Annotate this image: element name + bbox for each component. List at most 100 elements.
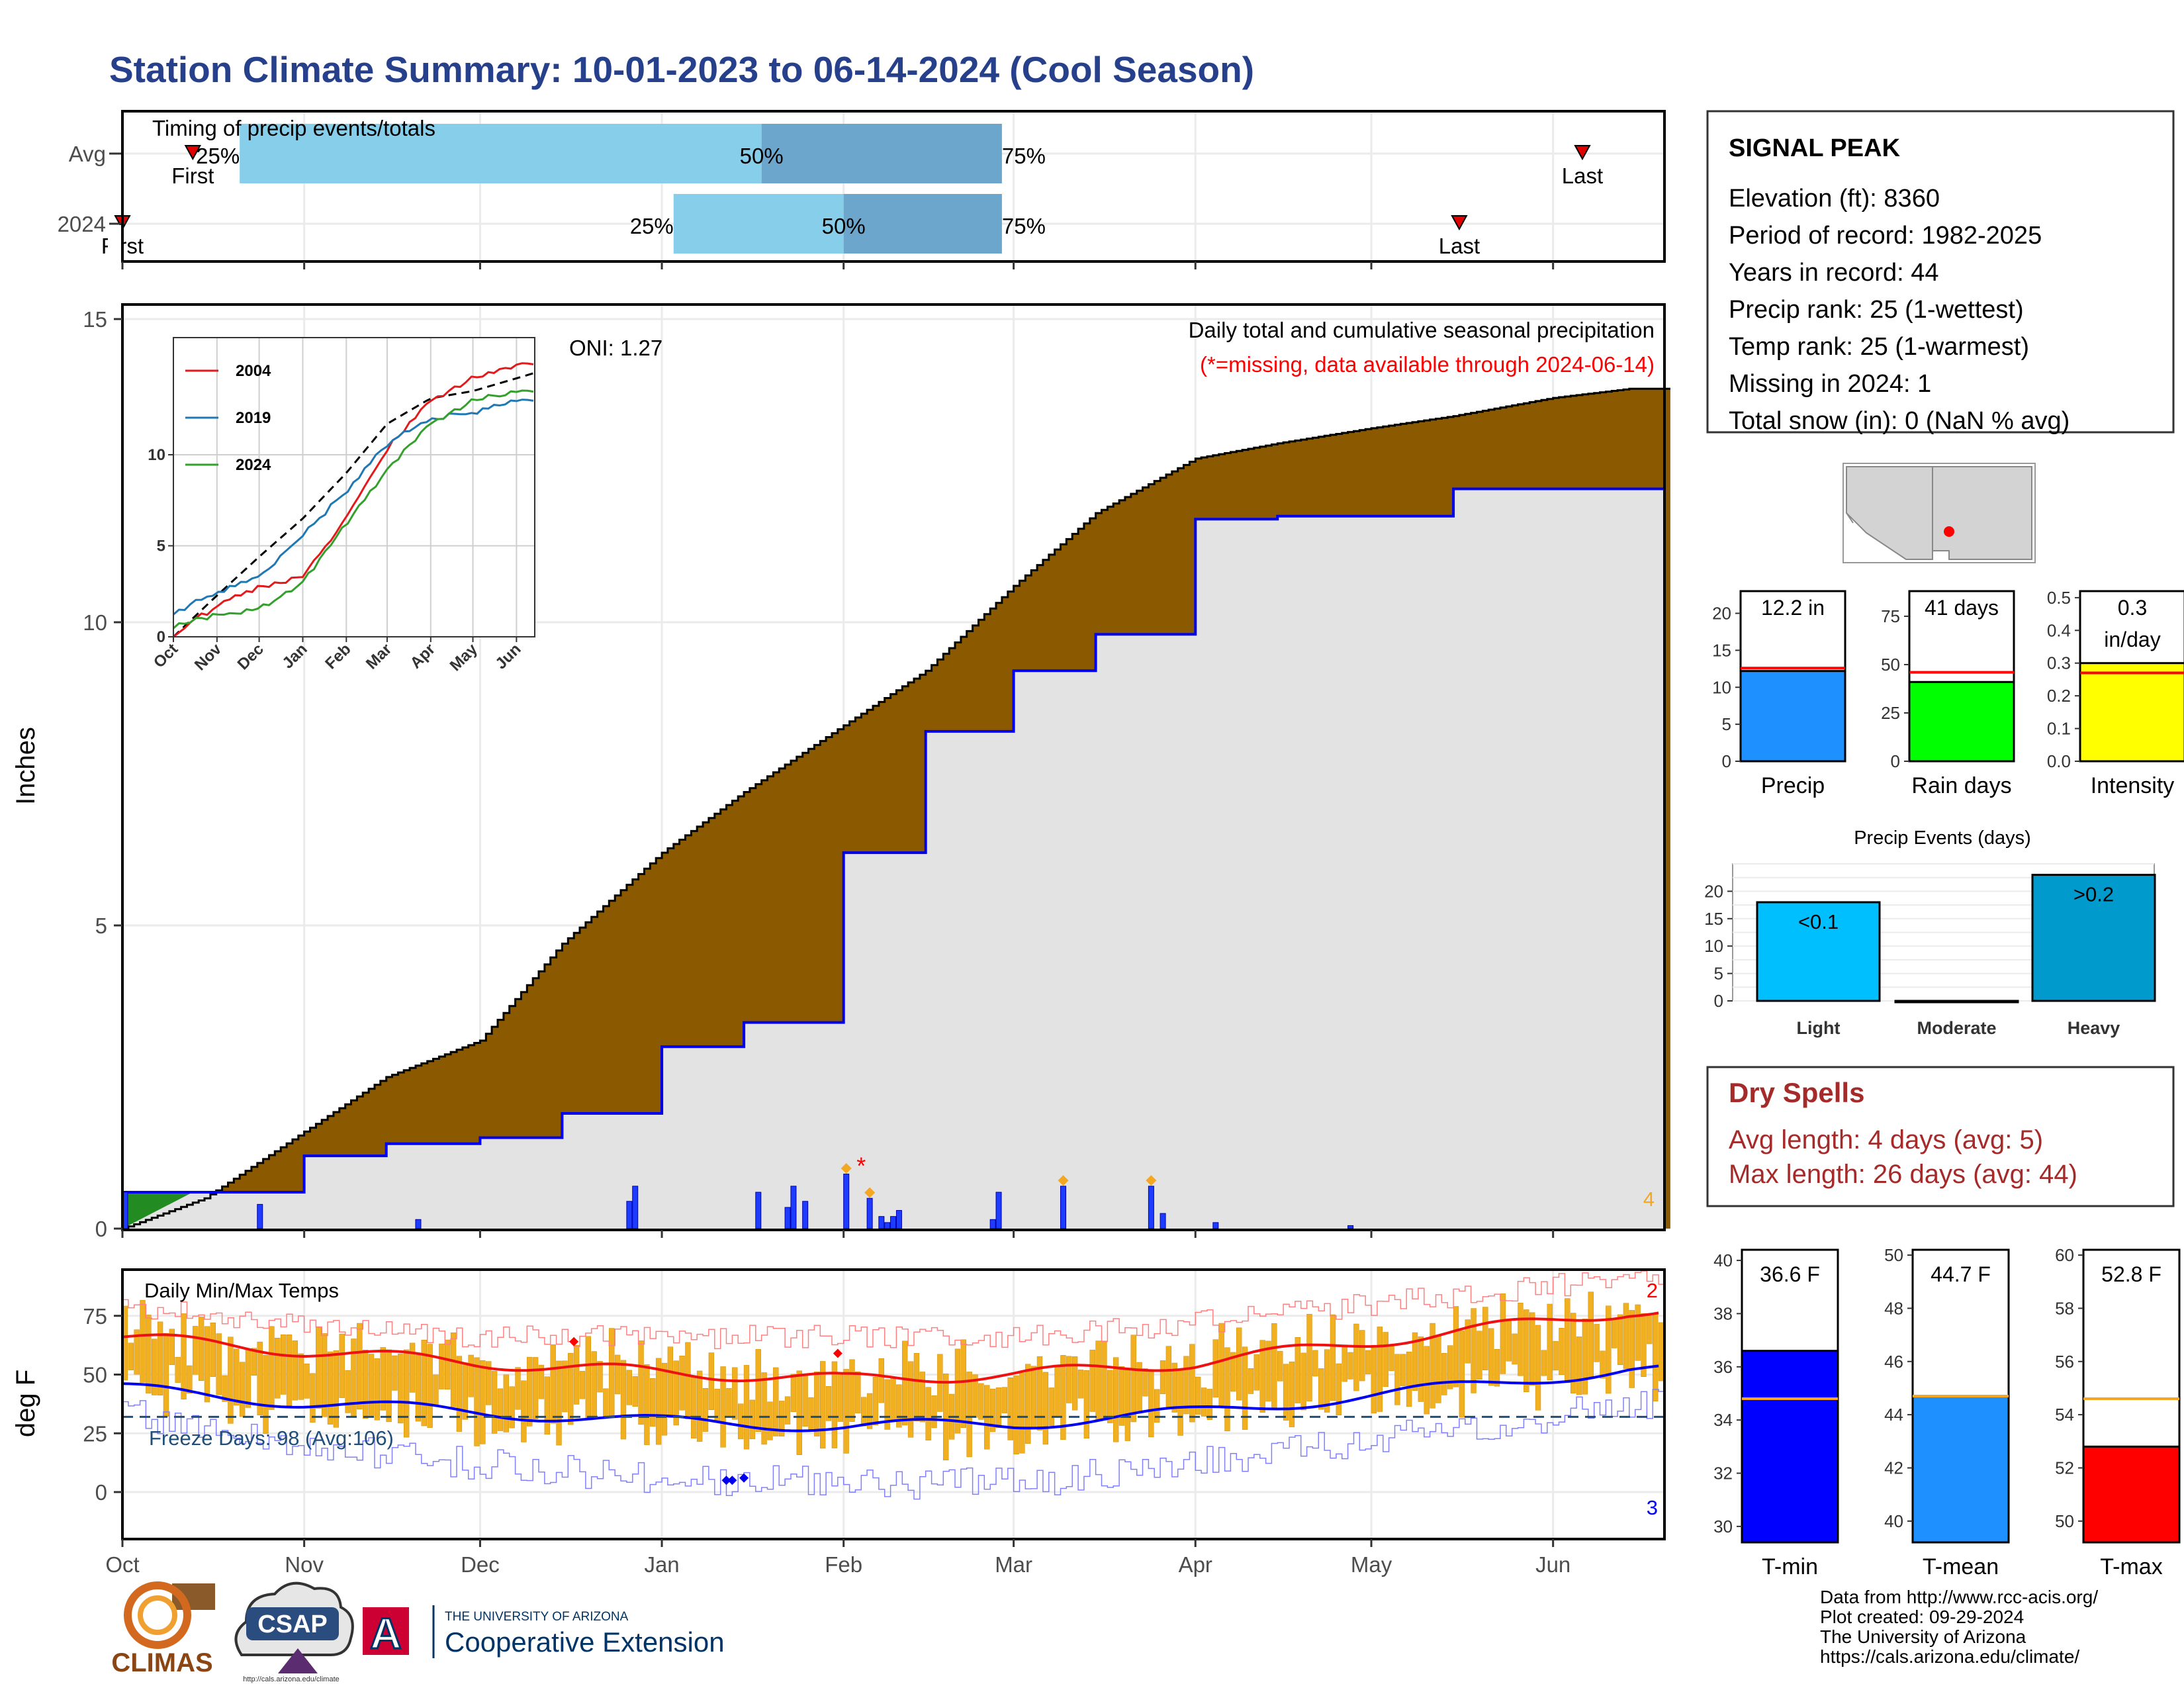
temp-bar-tick-label: 56 (2055, 1352, 2074, 1372)
daily-temp-bar (1623, 1303, 1629, 1370)
heavy-event-count: 4 (1643, 1188, 1655, 1211)
timing-bar-25-50 (673, 194, 844, 254)
daily-temp-bar (1177, 1369, 1183, 1436)
ua-logo-letter: A (370, 1609, 402, 1658)
daily-temp-bar (1236, 1327, 1242, 1401)
timing-panel-border (121, 110, 1666, 263)
missing-data-marker: * (856, 1152, 866, 1180)
avg-min-line (122, 1364, 1659, 1432)
observed-cumulative-line (122, 487, 1664, 1194)
station-info-line: Years in record: 44 (1729, 259, 1939, 287)
daily-temp-bar (1453, 1306, 1459, 1387)
daily-temp-bar (1336, 1363, 1342, 1415)
daily-temp-bar (1248, 1368, 1254, 1394)
stat-bar-fill (1739, 670, 1846, 763)
daily-temp-bar (573, 1345, 580, 1405)
daily-temp-bar (925, 1387, 931, 1441)
daily-temp-bar (275, 1337, 281, 1399)
record-marker (569, 1336, 579, 1346)
record-marker (727, 1476, 737, 1485)
record-low-count: 3 (1647, 1496, 1658, 1519)
temp-bar-tick-label: 34 (1713, 1410, 1733, 1430)
daily-temp-bar (1653, 1312, 1659, 1401)
inset-y-tick-label: 0 (157, 628, 165, 646)
daily-temp-bar (1506, 1319, 1512, 1362)
ua-logo: A THE UNIVERSITY OF ARIZONA Cooperative Ex… (363, 1605, 725, 1659)
daily-precip-bar (1060, 1186, 1066, 1229)
daily-temp-bar (597, 1361, 603, 1393)
daily-temp-bar (743, 1365, 750, 1450)
station-info-line: Total snow (in): 0 (NaN % avg) (1729, 407, 2070, 435)
locator-map (1843, 463, 2036, 563)
daily-temp-bar (1171, 1362, 1177, 1413)
timing-panel: 25%50%75%FirstLastAvg25%50%75%FirstLast2… (58, 110, 1666, 269)
daily-precip-bar (895, 1210, 902, 1229)
precip-y-tick-label: 15 (83, 307, 107, 332)
daily-temp-bar (866, 1393, 873, 1429)
ua-logo-block (363, 1607, 409, 1655)
daily-temp-bar (1265, 1340, 1271, 1402)
timing-pct-label: 75% (1002, 214, 1046, 238)
stat-bar-fill (2079, 662, 2184, 763)
stat-bar-tick-label: 50 (1881, 655, 1900, 675)
daily-temp-bar (749, 1399, 756, 1440)
daily-temp-bar (1412, 1332, 1418, 1391)
daily-temp-bar (878, 1358, 884, 1403)
climas-logo: CLIMAS (111, 1581, 215, 1677)
daily-temp-bar (802, 1375, 808, 1427)
csap-badge (246, 1607, 339, 1640)
daily-temp-bar (1500, 1293, 1506, 1374)
precip-panel-border (121, 303, 1666, 1231)
daily-temp-bar (480, 1360, 486, 1444)
page-title: Station Climate Summary: 10-01-2023 to 0… (109, 49, 1254, 90)
daily-temp-bar (1077, 1370, 1084, 1399)
heavy-event-marker (1058, 1175, 1069, 1186)
temp-y-tick-label: 0 (95, 1480, 107, 1505)
daily-temp-bar (1594, 1324, 1600, 1362)
temp-bar-tick-label: 50 (2055, 1511, 2074, 1531)
temp-bar-fill (2082, 1445, 2181, 1544)
last-event-marker (1451, 215, 1468, 231)
daily-temp-bar (1629, 1310, 1635, 1388)
temp-y-axis-label: deg F (11, 1370, 40, 1437)
daily-temp-bar (1377, 1327, 1383, 1412)
temp-bar-tick-label: 42 (1884, 1458, 1903, 1477)
inset-bg (173, 337, 535, 637)
daily-temp-bar (198, 1317, 205, 1381)
first-event-label: First (171, 164, 214, 188)
daily-temp-bar (1441, 1353, 1447, 1395)
daily-temp-bar (755, 1349, 761, 1432)
daily-temp-bar (1582, 1319, 1588, 1395)
daily-temp-bar (773, 1367, 779, 1436)
daily-temp-bar (591, 1351, 597, 1420)
daily-temp-bar (1054, 1366, 1060, 1417)
daily-temp-bar (193, 1326, 199, 1375)
daily-temp-bar (1641, 1313, 1647, 1377)
csap-logo: CSAP http://cals.arizona.edu/climate (234, 1581, 354, 1683)
temp-bar-value-label: 44.7 F (1931, 1262, 1991, 1286)
footer: Data from http://www.rcc-acis.org/Plot c… (111, 1581, 2098, 1683)
temp-bar-tick-label: 54 (2055, 1405, 2074, 1425)
daily-temp-bar (849, 1359, 855, 1422)
daily-temp-bar (1036, 1356, 1043, 1430)
daily-temp-bar (474, 1357, 480, 1446)
above-average-area (122, 1192, 193, 1229)
daily-temp-bar (409, 1342, 416, 1393)
daily-temp-bar (931, 1395, 937, 1429)
daily-temp-bar (1083, 1370, 1090, 1439)
daily-temp-bar (527, 1356, 533, 1427)
dry-spells-title: Dry Spells (1729, 1077, 1864, 1108)
daily-temp-bar (228, 1336, 234, 1424)
daily-temp-bar (316, 1327, 322, 1409)
daily-temp-bar (298, 1353, 304, 1400)
daily-temp-bar (1324, 1349, 1330, 1413)
month-label: Jun (1535, 1552, 1570, 1577)
daily-temp-bar (1066, 1356, 1072, 1403)
daily-temp-bar (1617, 1314, 1623, 1365)
stat-bar-tick-label: 0.4 (2047, 620, 2071, 640)
temp-bar-tick-label: 36 (1713, 1357, 1733, 1377)
temp-bar-fill (1741, 1350, 1839, 1544)
daily-temp-bar (1547, 1303, 1553, 1381)
daily-temp-bar (673, 1360, 679, 1426)
daily-temp-bar (896, 1384, 902, 1428)
